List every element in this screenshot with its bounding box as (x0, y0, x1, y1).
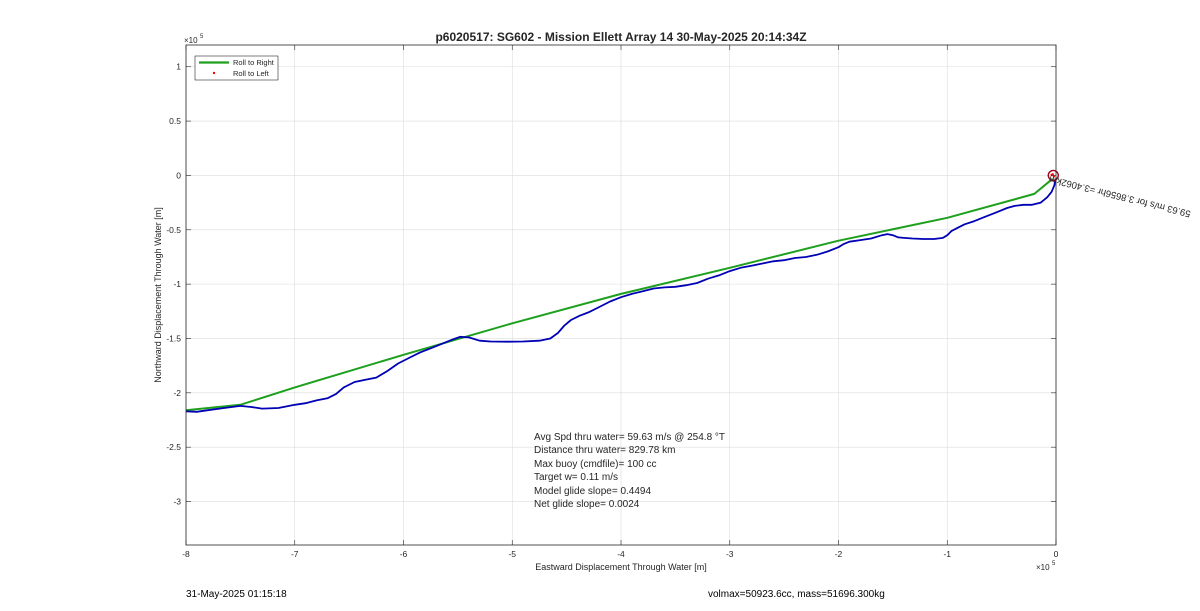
x-tick-label: -1 (943, 549, 951, 559)
stat-avg-speed: Avg Spd thru water= 59.63 m/s @ 254.8 °T (534, 432, 725, 443)
chart-title: p6020517: SG602 - Mission Ellett Array 1… (435, 30, 806, 44)
series-glider-track (185, 178, 1057, 413)
y-tick-label: -0.5 (166, 225, 181, 235)
stat-net-glide: Net glide slope= 0.0024 (534, 499, 640, 510)
footer-timestamp: 31-May-2025 01:15:18 (186, 589, 287, 600)
stat-max-buoy: Max buoy (cmdfile)= 100 cc (534, 459, 657, 470)
legend-label-roll-left: Roll to Left (233, 69, 270, 78)
x-tick-label: -6 (400, 549, 408, 559)
stat-target-w: Target w= 0.11 m/s (534, 472, 618, 483)
y-tick-label: -3 (173, 497, 181, 507)
x-tick-label: -8 (182, 549, 190, 559)
footer-volmax-mass: volmax=50923.6cc, mass=51696.300kg (708, 589, 885, 600)
y-tick-label: -2.5 (166, 442, 181, 452)
y-tick-label: 1 (176, 62, 181, 72)
legend-label-roll-right: Roll to Right (233, 58, 275, 67)
legend-box (194, 55, 279, 81)
roll-left-point (1052, 175, 1056, 178)
y-axis-label: Northward Displacement Through Water [m] (153, 207, 163, 383)
x-axis-label: Eastward Displacement Through Water [m] (535, 562, 707, 572)
stat-distance: Distance thru water= 829.78 km (534, 445, 675, 456)
series-roll-right-line (185, 177, 1054, 412)
grid-lines (185, 45, 1057, 545)
x-exponent-base: ×10 (1036, 563, 1050, 572)
stat-model-glide: Model glide slope= 0.4494 (534, 486, 651, 497)
y-exponent-power: 5 (200, 34, 204, 40)
track-end-marker (1047, 169, 1059, 182)
x-exponent-power: 5 (1052, 561, 1056, 567)
x-tick-label: -7 (291, 549, 299, 559)
x-exponent: ×10 5 (1036, 561, 1056, 572)
x-tick-label: -2 (835, 549, 843, 559)
x-tick-label: -5 (508, 549, 516, 559)
legend-swatch-roll-left (212, 71, 216, 75)
x-tick-label: -4 (617, 549, 625, 559)
y-exponent: ×10 5 (184, 34, 204, 45)
x-axis-ticks: -8 -7 -6 -5 -4 -3 -2 -1 0 (182, 45, 1059, 559)
y-tick-label: -1 (173, 279, 181, 289)
stats-annotation: Avg Spd thru water= 59.63 m/s @ 254.8 °T… (534, 432, 725, 510)
y-axis-ticks: 1 0.5 0 -0.5 -1 -1.5 -2 -2.5 -3 (166, 62, 1056, 507)
x-tick-label: -3 (726, 549, 734, 559)
legend: Roll to Right Roll to Left (194, 55, 279, 81)
y-exponent-base: ×10 (184, 36, 198, 45)
y-tick-label: 0 (176, 170, 181, 180)
y-tick-label: 0.5 (169, 116, 181, 126)
y-tick-label: -1.5 (166, 333, 181, 343)
x-tick-label: 0 (1054, 549, 1059, 559)
plot-series (185, 169, 1059, 413)
y-tick-label: -2 (173, 388, 181, 398)
